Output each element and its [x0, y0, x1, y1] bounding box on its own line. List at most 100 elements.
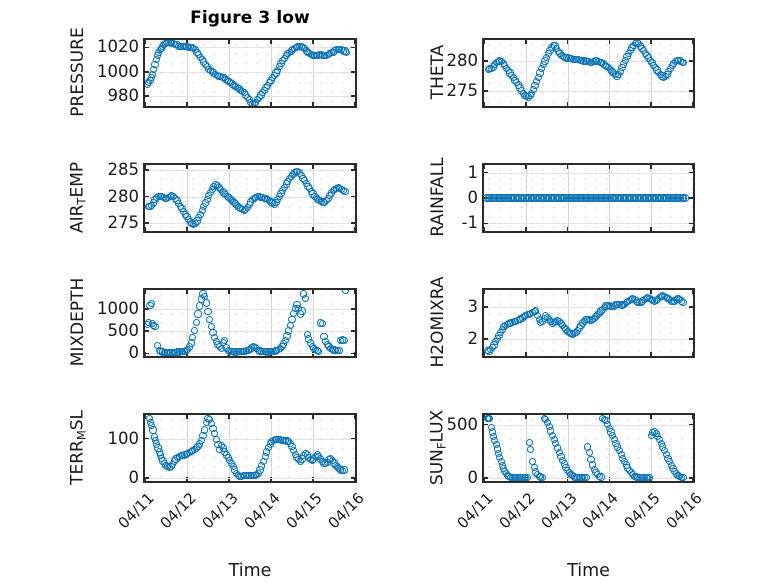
- x-tick-mark: [566, 227, 569, 231]
- y-tick-label: 0: [467, 187, 479, 207]
- y-tick-label: 3: [467, 297, 479, 317]
- x-tick-mark: [354, 477, 355, 481]
- x-tick-mark: [566, 290, 569, 294]
- data-point: [221, 337, 229, 345]
- y-tick-labels-top-right: 275 280: [404, 38, 479, 108]
- y-tick-label: 500: [446, 414, 479, 434]
- data-series-row3-right: [484, 290, 693, 356]
- y-tick-mark: [484, 90, 488, 92]
- x-tick-mark: [608, 40, 611, 44]
- data-point: [597, 473, 605, 481]
- y-tick-mark: [689, 337, 693, 340]
- x-tick-mark: [650, 290, 652, 294]
- data-point: [318, 320, 326, 328]
- y-axis-title-row3-left: MIXDEPTH: [68, 277, 88, 367]
- gridline-horizontal: [484, 91, 693, 92]
- x-tick-mark: [354, 40, 355, 44]
- gridline-horizontal: [484, 307, 693, 309]
- x-tick-mark: [228, 477, 230, 481]
- x-tick-mark: [312, 165, 314, 169]
- y-tick-mark: [351, 169, 355, 172]
- x-tick-mark: [525, 102, 527, 106]
- y-tick-label: 280: [446, 50, 479, 70]
- y-tick-mark: [145, 70, 149, 73]
- gridline-horizontal: [145, 71, 355, 73]
- y-axis-title-top-right: THETA: [428, 44, 448, 100]
- data-point: [202, 299, 210, 307]
- x-tick-mark: [484, 102, 485, 106]
- data-point: [585, 448, 593, 456]
- data-point: [298, 307, 306, 315]
- data-point: [538, 473, 547, 481]
- gridline-vertical: [651, 415, 653, 481]
- y-tick-mark: [484, 423, 488, 426]
- y-tick-label: 100: [107, 428, 140, 448]
- x-tick-mark: [145, 40, 146, 44]
- x-tick-mark: [186, 227, 188, 231]
- x-tick-mark: [354, 290, 355, 294]
- data-point: [679, 473, 687, 481]
- ylabel-subscript: F: [434, 442, 449, 450]
- y-tick-mark: [145, 195, 149, 198]
- data-point: [194, 310, 202, 318]
- x-tick-mark: [270, 477, 272, 481]
- data-point: [196, 302, 204, 310]
- x-tick-mark: [354, 102, 355, 106]
- x-tick-mark: [484, 352, 485, 356]
- data-series-row3-left: [145, 290, 355, 356]
- x-tick-mark: [566, 40, 569, 44]
- x-tick-mark: [650, 415, 652, 419]
- x-tick-mark: [566, 415, 569, 419]
- gridline-horizontal: [145, 223, 355, 225]
- gridline-horizontal: [484, 223, 693, 225]
- data-point: [201, 292, 209, 300]
- data-point: [525, 439, 533, 447]
- y-tick-mark: [145, 477, 149, 479]
- x-tick-mark: [525, 415, 527, 419]
- data-point: [527, 446, 535, 454]
- y-tick-mark: [351, 70, 355, 73]
- data-point: [190, 326, 199, 334]
- gridline-horizontal: [145, 170, 355, 172]
- y-tick-mark: [145, 46, 149, 49]
- x-tick-mark: [566, 102, 569, 106]
- data-point: [343, 48, 351, 56]
- y-axis-title-row3-right: H2OMIXRA: [428, 276, 448, 368]
- gridline-vertical: [229, 290, 230, 356]
- x-tick-mark: [312, 227, 314, 231]
- y-tick-label: 1020: [97, 37, 139, 57]
- x-tick-mark: [608, 415, 611, 419]
- y-tick-mark: [484, 306, 488, 309]
- plot-area-row4-left: [143, 413, 357, 483]
- data-point: [679, 299, 687, 307]
- x-tick-mark: [525, 165, 527, 169]
- y-tick-label: 1000: [97, 298, 139, 318]
- plot-area-row4-right: [482, 413, 695, 483]
- y-tick-mark: [484, 477, 488, 479]
- x-tick-mark: [312, 102, 314, 106]
- gridline-vertical: [229, 40, 230, 106]
- x-tick-mark: [692, 477, 693, 481]
- x-tick-mark: [566, 477, 569, 481]
- x-tick-mark: [270, 227, 272, 231]
- x-tick-mark: [484, 40, 485, 44]
- y-tick-label: 0: [128, 467, 140, 487]
- x-tick-mark: [228, 227, 230, 231]
- data-series-top-left: [145, 40, 355, 106]
- x-tick-mark: [608, 477, 611, 481]
- y-tick-mark: [484, 337, 488, 340]
- x-tick-mark: [186, 102, 188, 106]
- x-tick-mark: [145, 227, 146, 231]
- data-point: [340, 466, 348, 474]
- x-tick-mark: [186, 290, 188, 294]
- gridline-horizontal: [145, 308, 355, 310]
- data-point: [341, 187, 349, 195]
- gridline-vertical: [187, 290, 188, 356]
- data-point: [340, 337, 348, 345]
- x-tick-mark: [525, 290, 527, 294]
- gridline-horizontal: [484, 338, 693, 340]
- data-point: [486, 415, 494, 422]
- y-tick-label: 280: [107, 186, 140, 206]
- y-tick-mark: [145, 352, 149, 355]
- x-tick-mark: [186, 165, 188, 169]
